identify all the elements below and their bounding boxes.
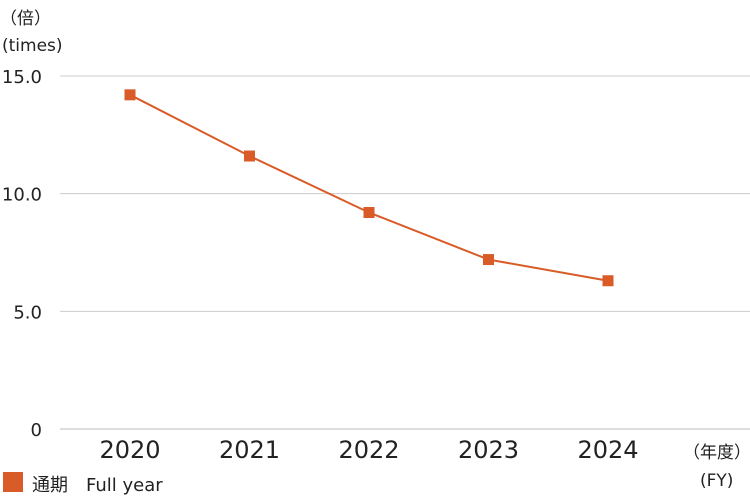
x-tick-labels: 2020 2021 2022 2023 2024 xyxy=(99,436,638,464)
x-unit-label-en: (FY) xyxy=(700,471,733,491)
y-tick-label: 10.0 xyxy=(2,185,42,206)
y-tick-labels: 15.0 10.0 5.0 0 xyxy=(2,67,42,441)
y-tick-label: 5.0 xyxy=(13,302,42,323)
x-unit-label-jp: （年度） xyxy=(683,443,750,463)
legend-label: 通期 Full year xyxy=(32,475,163,496)
x-tick-label: 2020 xyxy=(99,436,160,464)
data-point xyxy=(244,150,255,162)
y-tick-label: 0 xyxy=(31,420,42,441)
data-point xyxy=(124,89,136,101)
legend-swatch xyxy=(3,472,23,492)
series-layer xyxy=(124,89,614,287)
y-unit-label-jp: （倍） xyxy=(0,9,51,29)
series-line xyxy=(129,93,609,282)
y-tick-label: 15.0 xyxy=(2,67,42,88)
x-tick-label: 2024 xyxy=(577,436,638,464)
x-tick-label: 2023 xyxy=(458,436,519,464)
legend: 通期 Full year xyxy=(3,472,163,496)
x-tick-label: 2022 xyxy=(338,436,399,464)
y-unit-label-en: (times) xyxy=(2,36,63,56)
grid-lines xyxy=(60,75,750,430)
data-point xyxy=(602,275,614,287)
data-point xyxy=(363,206,375,218)
data-point xyxy=(483,254,494,266)
x-tick-label: 2021 xyxy=(219,436,280,464)
